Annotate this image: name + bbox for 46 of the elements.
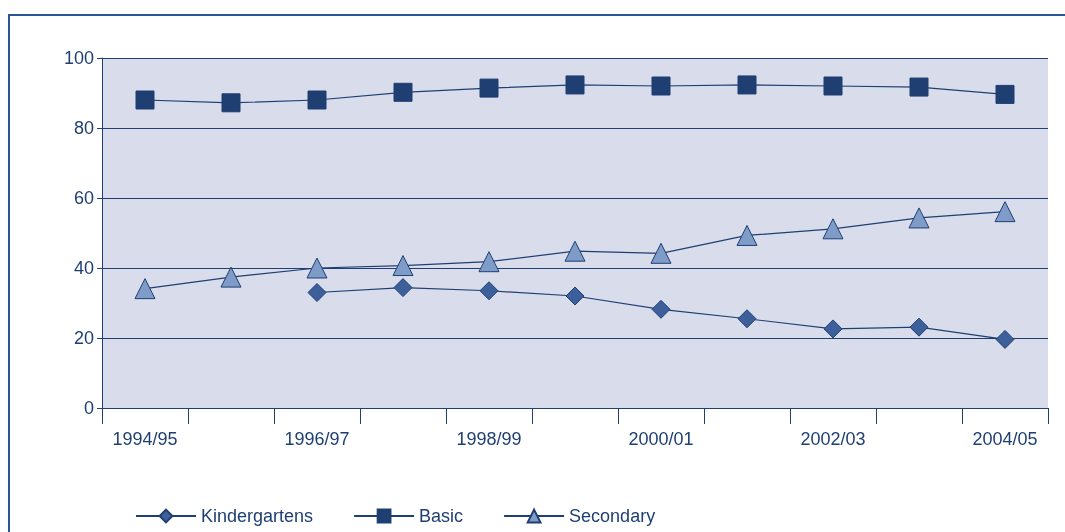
point (651, 76, 671, 96)
point (135, 90, 155, 110)
point (565, 75, 585, 95)
x-tick-label: 1998/99 (456, 429, 522, 449)
point (134, 278, 156, 300)
y-tick-label: 80 (73, 118, 94, 138)
point (823, 76, 843, 96)
y-tick-label: 0 (83, 398, 94, 418)
point (908, 207, 930, 229)
point (736, 224, 758, 246)
legend-label: Basic (419, 506, 464, 526)
point (564, 240, 586, 262)
y-tick-label: 60 (73, 188, 94, 208)
x-tick-label: 2002/03 (800, 429, 866, 449)
y-tick-label: 40 (73, 258, 94, 278)
point (909, 77, 929, 97)
legend-label: Kindergartens (201, 506, 314, 526)
point (565, 286, 585, 306)
point (221, 93, 241, 113)
y-tick-label: 100 (63, 48, 94, 68)
point (995, 84, 1015, 104)
point (823, 319, 843, 339)
x-tick-label: 1994/95 (112, 429, 178, 449)
legend-label: Secondary (569, 506, 656, 526)
point (478, 251, 500, 273)
point (307, 90, 327, 110)
point (737, 309, 757, 329)
point (220, 266, 242, 288)
point (994, 201, 1016, 223)
point (479, 78, 499, 98)
y-tick-label: 20 (73, 328, 94, 348)
point (995, 329, 1015, 349)
point (392, 255, 414, 277)
point (393, 278, 413, 298)
x-tick-label: 2000/01 (628, 429, 694, 449)
point (307, 283, 327, 302)
x-tick-label: 2004/05 (972, 429, 1038, 449)
x-tick-label: 1996/97 (284, 429, 350, 449)
point (909, 317, 929, 337)
point (822, 218, 844, 240)
point (306, 257, 328, 279)
point (737, 75, 757, 95)
point (479, 281, 499, 301)
point (650, 242, 672, 264)
point (393, 82, 413, 102)
point (651, 299, 671, 319)
